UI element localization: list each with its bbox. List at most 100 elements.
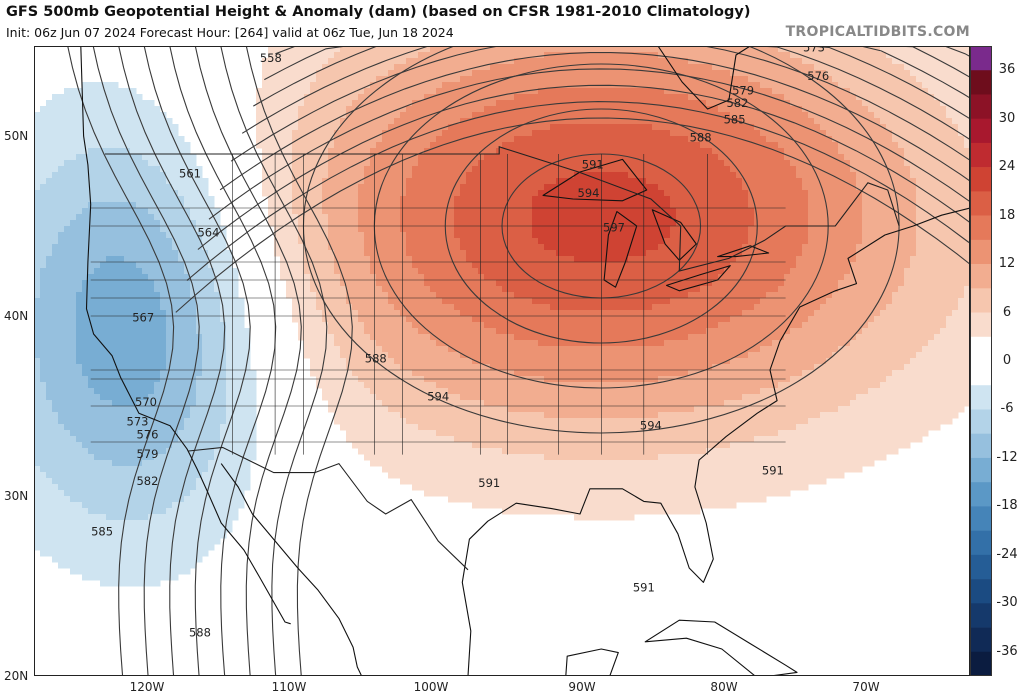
colorbar-band-3 bbox=[970, 118, 992, 144]
contour-label-15: 576 bbox=[136, 427, 158, 441]
colorbar-band-14 bbox=[970, 409, 992, 434]
colorbar-tick-label: -36 bbox=[996, 643, 1018, 659]
contour-label-18: 585 bbox=[91, 525, 113, 539]
anomaly-colorbar bbox=[970, 46, 992, 676]
ridge-arc-contour-5 bbox=[230, 46, 970, 162]
colorbar-band-17 bbox=[970, 482, 992, 507]
colorbar-band-5 bbox=[970, 167, 992, 192]
colorbar-tick-label: -24 bbox=[996, 546, 1018, 562]
lat-label-20n: 20N bbox=[4, 669, 29, 683]
lon-label-120w: 120W bbox=[129, 680, 165, 694]
lon-label-90w: 90W bbox=[568, 680, 596, 694]
colorbar-band-2 bbox=[970, 94, 992, 119]
lat-label-40n: 40N bbox=[4, 309, 29, 323]
contour-label-10: 561 bbox=[179, 166, 201, 180]
colorbar-tick-label: 30 bbox=[998, 110, 1016, 126]
contour-value-labels: 5735765795825855885915945975585615645675… bbox=[91, 46, 829, 639]
contour-label-14: 573 bbox=[127, 415, 149, 429]
map-subtitle: Init: 06z Jun 07 2024 Forecast Hour: [26… bbox=[6, 25, 454, 40]
lat-label-50n: 50N bbox=[4, 129, 29, 143]
contour-label-11: 564 bbox=[197, 226, 219, 240]
colorbar-tick-label: -18 bbox=[996, 498, 1018, 514]
colorbar-tick-label: 18 bbox=[998, 207, 1016, 223]
colorbar-tick-label: -12 bbox=[996, 449, 1018, 465]
lon-label-110w: 110W bbox=[271, 680, 307, 694]
contour-label-3: 582 bbox=[726, 96, 748, 110]
colorbar-tick-label: 24 bbox=[998, 159, 1016, 175]
contour-label-17: 582 bbox=[136, 474, 158, 488]
colorbar-band-4 bbox=[970, 142, 992, 168]
lon-label-80w: 80W bbox=[710, 680, 738, 694]
map-title: GFS 500mb Geopotential Height & Anomaly … bbox=[6, 4, 751, 20]
colorbar-band-6 bbox=[970, 191, 992, 216]
brand-watermark: TROPICALTIDBITS.COM bbox=[785, 24, 970, 40]
colorbar-band-7 bbox=[970, 215, 992, 241]
map-frame bbox=[34, 46, 970, 676]
contour-label-13: 570 bbox=[135, 395, 157, 409]
great-lake-3 bbox=[665, 265, 731, 292]
colorbar-band-24 bbox=[970, 651, 992, 676]
colorbar-tick-label: -30 bbox=[996, 595, 1018, 611]
ridge-arc-contour-6 bbox=[241, 46, 970, 141]
gulf-of-california-coastline bbox=[220, 463, 363, 676]
ridge-arc-contour-1 bbox=[186, 101, 970, 281]
colorbar-band-23 bbox=[970, 627, 992, 653]
contour-label-1: 576 bbox=[807, 69, 829, 83]
colorbar-band-13 bbox=[970, 385, 992, 410]
gulf-atlantic-coastline bbox=[461, 207, 970, 676]
colorbar-band-1 bbox=[970, 70, 992, 95]
us-canada-border bbox=[104, 146, 900, 272]
state-borders bbox=[90, 146, 900, 571]
contour-label-2: 579 bbox=[732, 84, 754, 98]
colorbar-band-10 bbox=[970, 288, 992, 313]
colorbar-band-0 bbox=[970, 46, 992, 71]
colorbar-band-16 bbox=[970, 457, 992, 483]
colorbar-frame bbox=[970, 46, 992, 676]
geopotential-map: 5735765795825855885915945975585615645675… bbox=[34, 46, 970, 676]
us-mexico-border bbox=[188, 446, 469, 571]
contour-label-21: 594 bbox=[640, 418, 662, 432]
colorbar-band-8 bbox=[970, 239, 992, 265]
james-bay-coastline bbox=[657, 46, 751, 110]
contour-label-9: 558 bbox=[260, 51, 282, 65]
colorbar-tick-label: 12 bbox=[998, 256, 1016, 272]
colorbar-band-9 bbox=[970, 264, 992, 289]
colorbar-band-11 bbox=[970, 312, 992, 338]
contour-label-16: 579 bbox=[136, 447, 158, 461]
anomaly-shading bbox=[34, 46, 970, 587]
lon-label-70w: 70W bbox=[852, 680, 880, 694]
lat-label-30n: 30N bbox=[4, 489, 29, 503]
ridge-arc-contour-4 bbox=[219, 52, 970, 191]
contour-label-19: 588 bbox=[365, 352, 387, 366]
ridge-arc-contour-3 bbox=[208, 68, 970, 220]
colorbar-band-19 bbox=[970, 530, 992, 556]
contour-label-4: 585 bbox=[724, 112, 746, 126]
contour-label-5: 588 bbox=[690, 130, 712, 144]
contour-label-6: 591 bbox=[582, 157, 604, 171]
great-lake-4 bbox=[717, 245, 770, 258]
contour-label-0: 573 bbox=[803, 46, 825, 54]
colorbar-tick-label: 0 bbox=[1002, 353, 1012, 368]
contour-label-12: 567 bbox=[132, 310, 154, 324]
colorbar-band-22 bbox=[970, 603, 992, 628]
colorbar-band-15 bbox=[970, 433, 992, 459]
contour-label-7: 594 bbox=[578, 186, 600, 200]
contour-label-22: 591 bbox=[478, 476, 500, 490]
colorbar-tick-label: -6 bbox=[1000, 401, 1014, 417]
contour-label-20: 594 bbox=[427, 390, 449, 404]
contour-label-25: 588 bbox=[189, 625, 211, 639]
ridge-arc-contour-2 bbox=[197, 84, 970, 250]
colorbar-band-20 bbox=[970, 554, 992, 580]
colorbar-band-18 bbox=[970, 506, 992, 531]
ridge-arc-contour-8 bbox=[264, 46, 970, 99]
pacific-coastline bbox=[80, 46, 291, 625]
contour-label-24: 591 bbox=[633, 580, 655, 594]
contour-label-8: 597 bbox=[603, 220, 625, 234]
colorbar-band-21 bbox=[970, 579, 992, 604]
ridge-arc-contour-9 bbox=[275, 46, 970, 78]
yucatan-coastline bbox=[565, 648, 619, 676]
colorbar-tick-label: 6 bbox=[1002, 304, 1012, 320]
colorbar-tick-label: 36 bbox=[998, 62, 1016, 78]
contour-label-23: 591 bbox=[762, 463, 784, 477]
cuba-coastline bbox=[644, 619, 798, 676]
